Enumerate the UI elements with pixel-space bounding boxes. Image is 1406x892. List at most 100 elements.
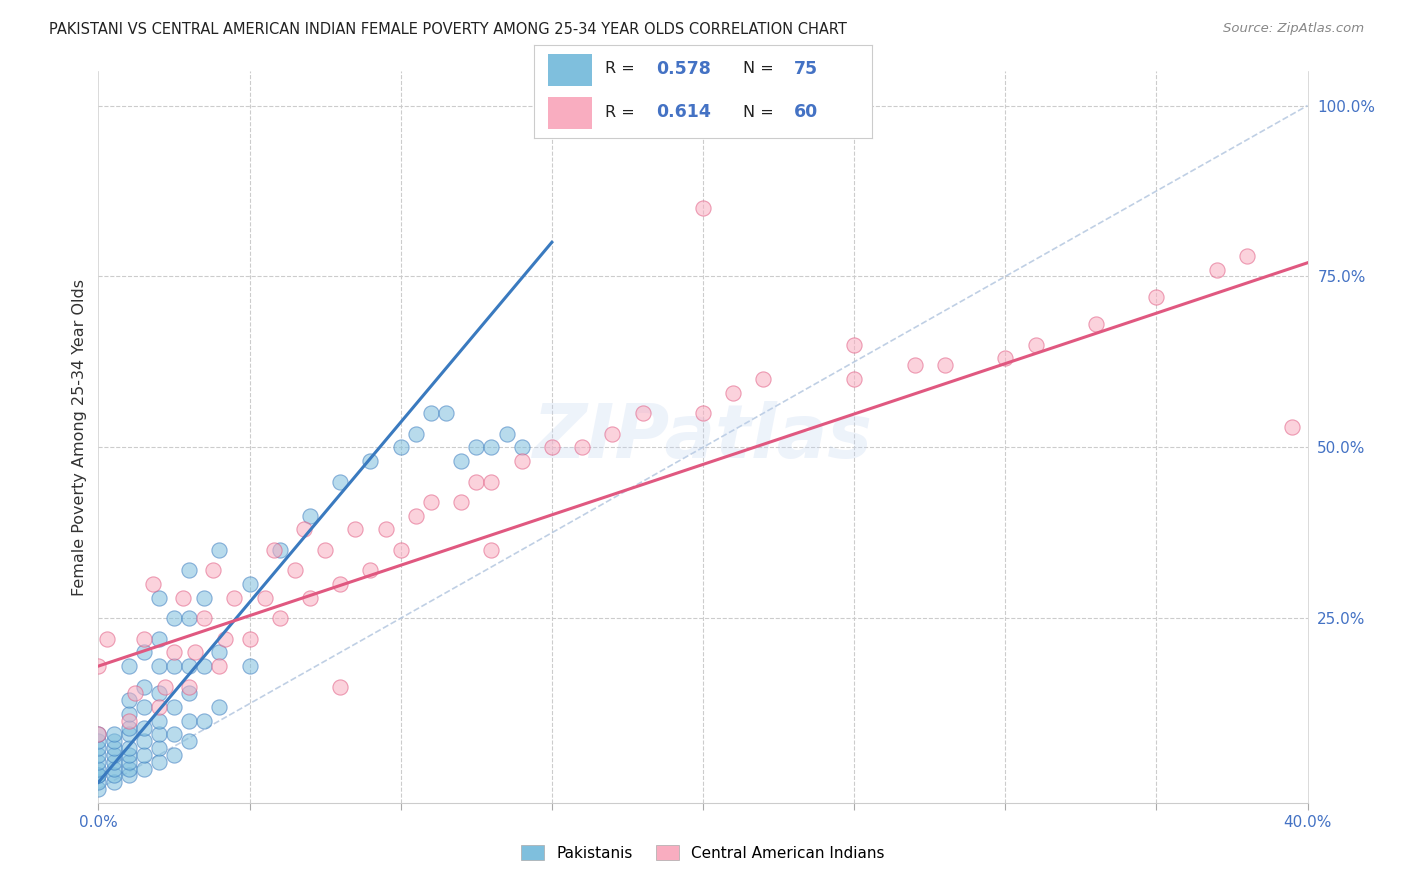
Point (844, 372, 866, 386)
Point (103, 734, 125, 748)
Point (481, 440, 503, 454)
Point (163, 747, 186, 762)
Point (631, 406, 654, 420)
Point (179, 714, 201, 728)
Point (103, 741, 125, 756)
Point (148, 659, 170, 673)
Point (284, 563, 307, 577)
Point (163, 727, 186, 741)
Point (87, 734, 110, 748)
Point (118, 721, 141, 735)
Point (118, 747, 141, 762)
Point (269, 542, 291, 557)
Point (153, 680, 176, 694)
Text: N =: N = (744, 62, 779, 77)
Point (571, 440, 593, 454)
Point (103, 762, 125, 776)
Point (87, 747, 110, 762)
Point (510, 454, 533, 468)
Point (1144, 290, 1167, 304)
Text: Source: ZipAtlas.com: Source: ZipAtlas.com (1223, 22, 1364, 36)
Point (87, 727, 110, 741)
Point (96, 632, 118, 646)
Point (723, 385, 745, 400)
Point (450, 495, 472, 509)
Text: 0.578: 0.578 (655, 60, 710, 78)
Point (193, 591, 215, 605)
Point (148, 727, 170, 741)
Point (148, 741, 170, 756)
Point (132, 645, 155, 659)
Point (202, 563, 225, 577)
Text: PAKISTANI VS CENTRAL AMERICAN INDIAN FEMALE POVERTY AMONG 25-34 YEAR OLDS CORREL: PAKISTANI VS CENTRAL AMERICAN INDIAN FEM… (49, 22, 846, 37)
Point (118, 714, 141, 728)
Point (1206, 262, 1229, 277)
Point (179, 686, 201, 700)
Point (118, 706, 141, 721)
Point (389, 440, 412, 454)
Bar (548, 97, 592, 129)
Point (179, 680, 201, 694)
Point (87, 768, 110, 782)
Point (172, 591, 194, 605)
Point (124, 686, 146, 700)
Point (329, 475, 352, 489)
Point (87, 782, 110, 797)
Point (163, 611, 186, 625)
Point (405, 508, 427, 523)
Point (142, 577, 165, 591)
Point (163, 700, 186, 714)
Point (132, 734, 155, 748)
Text: 75: 75 (794, 60, 818, 78)
Point (292, 522, 315, 536)
Point (692, 406, 714, 420)
Point (103, 747, 125, 762)
Point (179, 611, 201, 625)
Point (103, 775, 125, 789)
Point (163, 645, 186, 659)
Point (179, 659, 201, 673)
Point (148, 591, 170, 605)
Point (844, 338, 866, 352)
Point (481, 475, 503, 489)
Point (132, 680, 155, 694)
Point (132, 762, 155, 776)
Point (118, 762, 141, 776)
Point (132, 747, 155, 762)
Point (344, 522, 367, 536)
Point (314, 542, 336, 557)
Point (148, 714, 170, 728)
Point (269, 611, 291, 625)
Point (87, 768, 110, 782)
Legend: Pakistanis, Central American Indians: Pakistanis, Central American Indians (513, 837, 893, 868)
Point (1024, 338, 1046, 352)
Point (420, 406, 443, 420)
Point (904, 359, 927, 373)
Point (118, 693, 141, 707)
Point (118, 755, 141, 769)
Point (118, 727, 141, 741)
Point (1085, 318, 1108, 332)
Point (163, 659, 186, 673)
Point (184, 645, 207, 659)
Text: 60: 60 (794, 103, 818, 121)
Point (87, 659, 110, 673)
Point (434, 406, 457, 420)
Point (934, 359, 956, 373)
Point (87, 755, 110, 769)
Point (994, 351, 1017, 366)
Point (239, 632, 262, 646)
Point (193, 714, 215, 728)
Point (420, 495, 443, 509)
Point (239, 577, 262, 591)
Point (692, 201, 714, 215)
Point (510, 440, 533, 454)
Point (299, 508, 322, 523)
Point (208, 659, 231, 673)
Text: R =: R = (605, 104, 640, 120)
Point (208, 542, 231, 557)
Point (1236, 249, 1258, 263)
Point (360, 563, 382, 577)
Text: N =: N = (744, 104, 779, 120)
Point (239, 659, 262, 673)
